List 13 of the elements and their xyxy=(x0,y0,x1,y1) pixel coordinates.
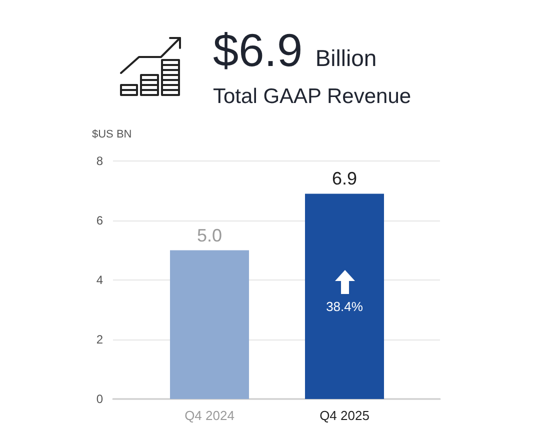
chart-title: $6.9 Billion xyxy=(213,24,378,78)
chart-subtitle: Total GAAP Revenue xyxy=(213,85,412,109)
y-tick-label: 4 xyxy=(96,273,104,287)
y-tick-label: 8 xyxy=(96,154,104,168)
y-tick-label: 6 xyxy=(96,214,104,228)
data-label: 5.0 xyxy=(196,225,222,246)
x-tick-label: Q4 2024 xyxy=(184,408,234,423)
x-tick-label: Q4 2025 xyxy=(320,408,370,423)
y-axis-title: $US BN xyxy=(92,128,132,140)
y-tick-label: 2 xyxy=(96,332,104,346)
data-label: 6.9 xyxy=(332,168,358,189)
annotation: 38.4% xyxy=(326,299,364,314)
y-tick-label: 0 xyxy=(96,392,104,406)
